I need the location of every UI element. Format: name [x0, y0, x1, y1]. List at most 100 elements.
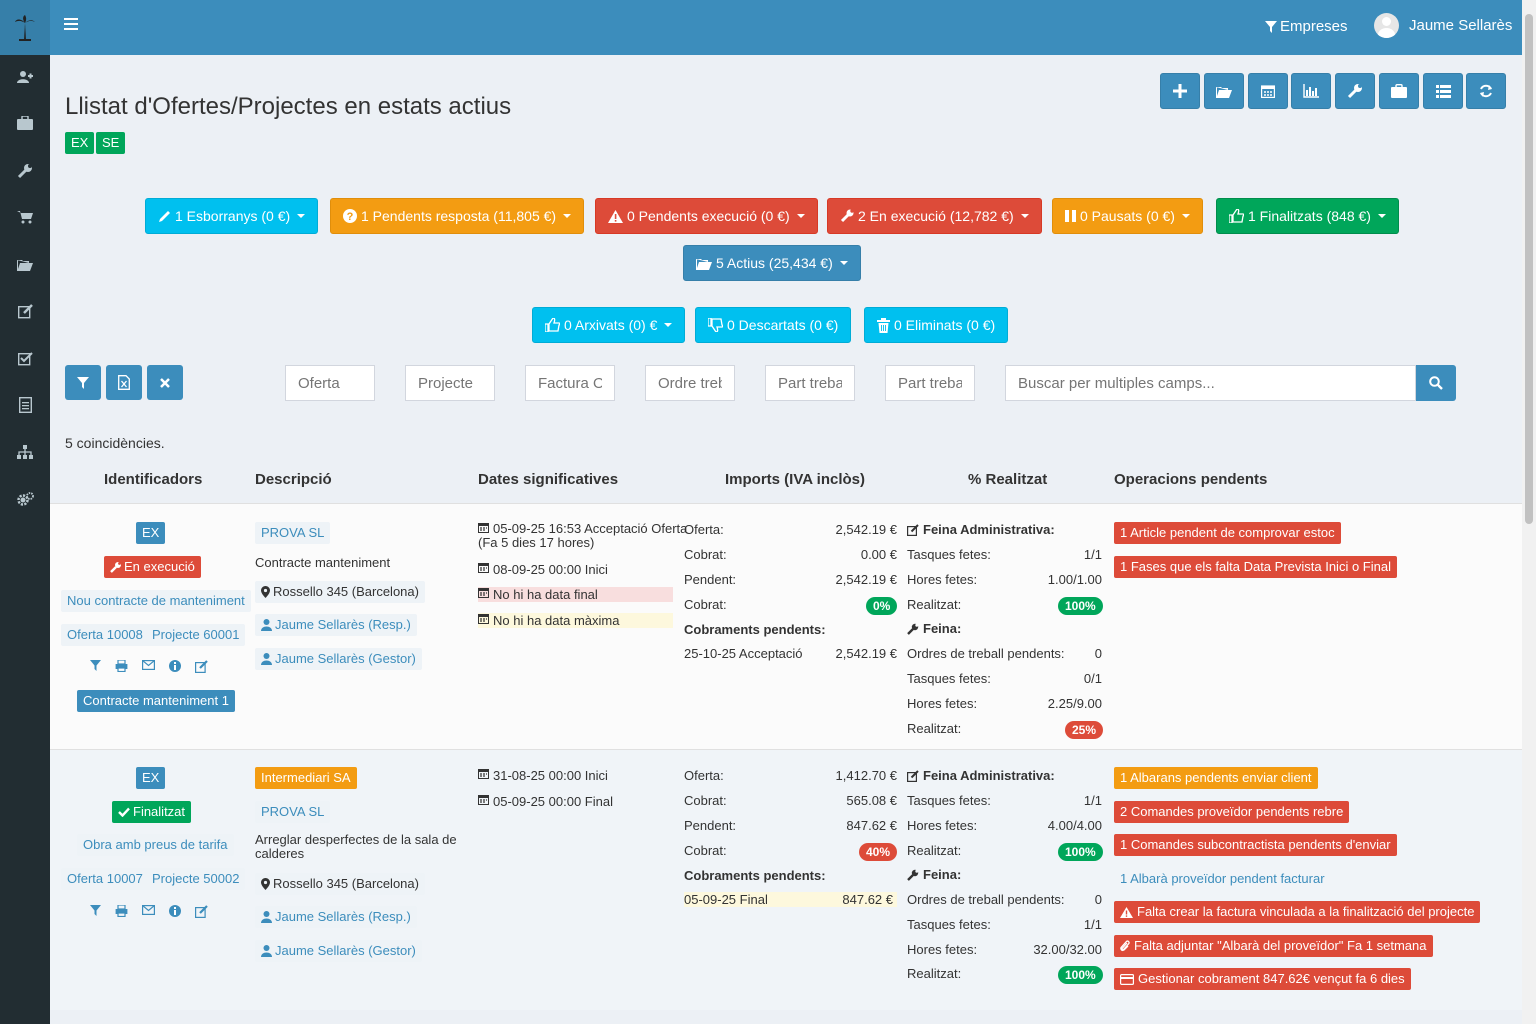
- state-pendents-resposta-button[interactable]: ? 1 Pendents resposta (11,805 €): [330, 198, 585, 234]
- edit-icon[interactable]: [195, 905, 208, 918]
- tag-se[interactable]: SE: [96, 132, 126, 154]
- user-menu[interactable]: Jaume Sellarès: [1374, 13, 1512, 38]
- part-treball-2-filter-input[interactable]: [885, 365, 975, 401]
- filter-icon: [1265, 20, 1277, 33]
- users-icon[interactable]: [0, 65, 50, 89]
- briefcase-icon[interactable]: [0, 111, 50, 135]
- state-pausats-button[interactable]: 0 Pausats (0 €): [1052, 198, 1203, 234]
- filter-button[interactable]: [65, 365, 101, 400]
- table-row[interactable]: EX En execució Nou contracte de mantenim…: [50, 503, 1522, 749]
- state-eliminats-button[interactable]: 0 Eliminats (0 €): [864, 307, 1009, 343]
- cobrat-pct-badge: 40%: [859, 843, 898, 861]
- table-row[interactable]: EX Finalitzat Obra amb preus de tarifa O…: [50, 749, 1522, 1010]
- filter-icon[interactable]: [90, 905, 101, 916]
- realitzat2-label: Realitzat:: [907, 721, 962, 736]
- state-badge: En execució: [104, 556, 201, 578]
- wrench-icon[interactable]: [0, 159, 50, 183]
- info-icon[interactable]: [169, 660, 181, 672]
- file-text-icon[interactable]: [0, 393, 50, 417]
- edit-icon[interactable]: [0, 299, 50, 323]
- sitemap-icon[interactable]: [0, 440, 50, 464]
- op-comandes-subcontractista[interactable]: 1 Comandes subcontractista pendents d'en…: [1114, 834, 1397, 856]
- oferta-link[interactable]: Oferta 10008: [61, 624, 149, 646]
- client-link[interactable]: PROVA SL: [255, 522, 331, 544]
- oferta-filter-input[interactable]: [285, 365, 375, 401]
- print-icon[interactable]: [115, 660, 128, 672]
- state-esborranys-button[interactable]: 1 Esborranys (0 €): [145, 198, 319, 234]
- state-arxivats-button[interactable]: 0 Arxivats (0) €: [532, 307, 686, 343]
- header-operacions[interactable]: Operacions pendents: [1114, 471, 1268, 488]
- op-gestionar-cobrament[interactable]: Gestionar cobrament 847.62€ vençut fa 6 …: [1114, 968, 1411, 990]
- state-pendents-execucio-button[interactable]: 0 Pendents execució (0 €): [595, 198, 818, 234]
- gestor-link[interactable]: Jaume Sellarès (Gestor): [255, 940, 422, 962]
- info-icon[interactable]: [169, 905, 181, 917]
- hores2-value: 32.00/32.00: [1033, 942, 1102, 957]
- multi-search-input[interactable]: [1005, 365, 1416, 401]
- realitzat-feina-badge: 100%: [1058, 966, 1103, 984]
- refresh-button[interactable]: [1466, 73, 1506, 109]
- logo-palm-icon[interactable]: [0, 0, 50, 55]
- address-link[interactable]: Rossello 345 (Barcelona): [255, 873, 425, 895]
- header-realitzat[interactable]: % Realitzat: [968, 471, 1048, 488]
- address-link[interactable]: Rossello 345 (Barcelona): [255, 581, 425, 603]
- empreses-filter-button[interactable]: Empreses: [1265, 18, 1348, 35]
- tasques2-label: Tasques fetes:: [907, 917, 991, 932]
- header-dates[interactable]: Dates significatives: [478, 471, 619, 488]
- header-imports[interactable]: Imports (IVA inclòs): [725, 471, 866, 488]
- op-falta-adjuntar[interactable]: Falta adjuntar "Albarà del proveïdor" Fa…: [1114, 935, 1433, 957]
- projecte-link[interactable]: Projecte 60001: [146, 624, 246, 646]
- filter-icon[interactable]: [90, 660, 101, 671]
- contract-type-link[interactable]: Nou contracte de manteniment: [61, 590, 251, 612]
- header-descripcio[interactable]: Descripció: [255, 471, 332, 488]
- calendar-button[interactable]: [1248, 73, 1288, 109]
- op-falta-factura[interactable]: Falta crear la factura vinculada a la fi…: [1114, 901, 1481, 923]
- page-scrollbar[interactable]: [1522, 0, 1536, 1024]
- user-name: Jaume Sellarès: [1409, 17, 1513, 34]
- briefcase-button[interactable]: [1379, 73, 1419, 109]
- op-stock-check[interactable]: 1 Article pendent de comprovar estoc: [1114, 522, 1341, 544]
- op-albara-proveidor[interactable]: 1 Albarà proveïdor pendent facturar: [1120, 871, 1325, 886]
- search-button[interactable]: [1416, 365, 1456, 401]
- ordre-treball-filter-input[interactable]: [645, 365, 735, 401]
- tag-ex[interactable]: EX: [65, 132, 95, 154]
- add-button[interactable]: [1160, 73, 1200, 109]
- calendar-icon: [478, 795, 489, 805]
- header-identificadors[interactable]: Identificadors: [104, 471, 203, 488]
- folder-open-icon[interactable]: [0, 252, 50, 276]
- projecte-link[interactable]: Projecte 50002: [146, 868, 246, 890]
- cart-icon[interactable]: [0, 205, 50, 229]
- op-missing-phase-dates[interactable]: 1 Fases que els falta Data Prevista Inic…: [1114, 556, 1397, 578]
- cogs-icon[interactable]: [0, 487, 50, 511]
- envelope-icon[interactable]: [142, 660, 155, 670]
- projecte-filter-input[interactable]: [405, 365, 495, 401]
- op-comandes-proveidor[interactable]: 2 Comandes proveïdor pendents rebre: [1114, 801, 1350, 823]
- print-icon[interactable]: [115, 905, 128, 917]
- hores-label: Hores fetes:: [907, 818, 978, 833]
- clear-filters-button[interactable]: [147, 365, 183, 400]
- oferta-link[interactable]: Oferta 10007: [61, 868, 149, 890]
- gestor-link[interactable]: Jaume Sellarès (Gestor): [255, 648, 422, 670]
- client-link[interactable]: PROVA SL: [255, 801, 331, 823]
- state-finalitzats-button[interactable]: 1 Finalitzats (848 €): [1216, 198, 1399, 234]
- list-view-button[interactable]: [1423, 73, 1463, 109]
- responsible-link[interactable]: Jaume Sellarès (Resp.): [255, 614, 417, 636]
- part-treball-filter-input[interactable]: [765, 365, 855, 401]
- chart-button[interactable]: [1291, 73, 1331, 109]
- check-square-icon[interactable]: [0, 346, 50, 370]
- menu-toggle-icon[interactable]: [64, 18, 78, 30]
- responsible-link[interactable]: Jaume Sellarès (Resp.): [255, 906, 417, 928]
- export-excel-button[interactable]: [106, 365, 142, 400]
- op-albarans-client[interactable]: 1 Albarans pendents enviar client: [1114, 767, 1318, 789]
- contract-type-link[interactable]: Obra amb preus de tarifa: [77, 834, 234, 856]
- open-folder-button[interactable]: [1204, 73, 1244, 109]
- thumbs-up-icon: [1229, 209, 1244, 223]
- intermediary-badge[interactable]: Intermediari SA: [255, 767, 357, 789]
- envelope-icon[interactable]: [142, 905, 155, 915]
- state-descartats-button[interactable]: 0 Descartats (0 €): [695, 307, 852, 343]
- contract-badge[interactable]: Contracte manteniment 1: [77, 690, 235, 712]
- edit-icon[interactable]: [195, 660, 208, 673]
- state-actius-button[interactable]: 5 Actius (25,434 €): [683, 245, 861, 281]
- factura-filter-input[interactable]: [525, 365, 615, 401]
- tools-button[interactable]: [1335, 73, 1375, 109]
- state-en-execucio-button[interactable]: 2 En execució (12,782 €): [827, 198, 1042, 234]
